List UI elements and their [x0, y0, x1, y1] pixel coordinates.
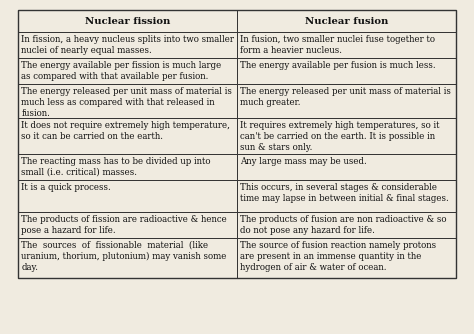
Bar	[237, 84, 456, 118]
Bar	[237, 10, 456, 32]
Bar	[237, 154, 456, 180]
Text: The energy available per fission is much large
as compared with that available p: The energy available per fission is much…	[21, 61, 222, 81]
Text: The reacting mass has to be divided up into
small (i.e. critical) masses.: The reacting mass has to be divided up i…	[21, 157, 211, 177]
Text: In fission, a heavy nucleus splits into two smaller
nuclei of nearly equal masse: In fission, a heavy nucleus splits into …	[21, 35, 235, 55]
Bar	[237, 32, 456, 58]
Text: In fusion, two smaller nuclei fuse together to
form a heavier nucleus.: In fusion, two smaller nuclei fuse toget…	[240, 35, 436, 55]
Text: This occurs, in several stages & considerable
time may lapse in between initial : This occurs, in several stages & conside…	[240, 183, 449, 203]
Text: The energy released per unit mass of material is
much greater.: The energy released per unit mass of mat…	[240, 87, 451, 107]
Bar	[237, 58, 456, 84]
Text: The products of fission are radioactive & hence
pose a hazard for life.: The products of fission are radioactive …	[21, 215, 227, 235]
Text: Nuclear fission: Nuclear fission	[85, 16, 170, 25]
Bar	[237, 238, 456, 278]
Bar	[18, 58, 237, 84]
Text: The energy available per fusion is much less.: The energy available per fusion is much …	[240, 61, 436, 70]
Bar	[18, 10, 456, 278]
Text: The source of fusion reaction namely protons
are present in an immense quantity : The source of fusion reaction namely pro…	[240, 241, 437, 272]
Bar	[18, 154, 237, 180]
Bar	[237, 118, 456, 154]
Bar	[18, 84, 237, 118]
Bar	[237, 180, 456, 212]
Text: It does not require extremely high temperature,
so it can be carried on the eart: It does not require extremely high tempe…	[21, 121, 230, 141]
Text: Any large mass may be used.: Any large mass may be used.	[240, 157, 367, 166]
Bar	[18, 180, 237, 212]
Text: Nuclear fusion: Nuclear fusion	[305, 16, 388, 25]
Text: It is a quick process.: It is a quick process.	[21, 183, 111, 192]
Text: The  sources  of  fissionable  material  (like
uranium, thorium, plutonium) may : The sources of fissionable material (lik…	[21, 241, 227, 272]
Bar	[18, 238, 237, 278]
Text: The products of fusion are non radioactive & so
do not pose any hazard for life.: The products of fusion are non radioacti…	[240, 215, 447, 235]
Bar	[237, 212, 456, 238]
Bar	[18, 212, 237, 238]
Bar	[18, 118, 237, 154]
Text: It requires extremely high temperatures, so it
can't be carried on the earth. It: It requires extremely high temperatures,…	[240, 121, 440, 152]
Bar	[18, 10, 237, 32]
Bar	[18, 32, 237, 58]
Text: The energy released per unit mass of material is
much less as compared with that: The energy released per unit mass of mat…	[21, 87, 232, 118]
